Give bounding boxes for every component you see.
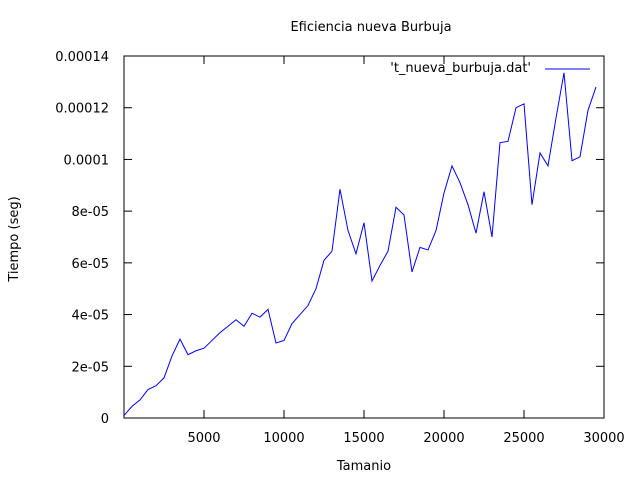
data-point [220, 332, 221, 333]
data-point [492, 237, 493, 238]
data-point [396, 207, 397, 208]
plot-frame [123, 55, 605, 419]
data-point [484, 191, 485, 192]
data-point [468, 204, 469, 205]
x-tick-label: 15000 [343, 431, 384, 446]
data-point [356, 253, 357, 254]
data-point [388, 251, 389, 252]
data-point [316, 288, 317, 289]
data-point [460, 182, 461, 183]
data-point [444, 193, 445, 194]
legend: 't_nueva_burbuja.dat' [390, 61, 590, 76]
data-point [500, 142, 501, 143]
chart-title: Eficiencia nueva Burbuja [290, 20, 451, 35]
data-point [548, 165, 549, 166]
data-point [564, 72, 565, 73]
data-point [164, 377, 165, 378]
y-tick-label: 0.00012 [55, 102, 109, 117]
data-point [212, 340, 213, 341]
data-point [292, 323, 293, 324]
data-point [156, 385, 157, 386]
data-point [132, 406, 133, 407]
data-point [580, 156, 581, 157]
x-tick-label: 30000 [583, 431, 624, 446]
data-point [300, 314, 301, 315]
y-tick-label: 0 [101, 412, 109, 427]
data-point [508, 141, 509, 142]
series-line [123, 72, 597, 416]
data-point [252, 313, 253, 314]
data-point [380, 265, 381, 266]
data-point [180, 339, 181, 340]
data-point [124, 415, 125, 416]
y-tick-label: 2e-05 [71, 360, 109, 375]
data-point [364, 222, 365, 223]
y-axis-label: Tiempo (seg) [7, 196, 22, 282]
data-point [452, 165, 453, 166]
data-point [284, 340, 285, 341]
data-point [436, 230, 437, 231]
y-tick-label: 8e-05 [71, 205, 109, 220]
data-point [372, 280, 373, 281]
axis-ticks [124, 55, 605, 419]
data-point [524, 103, 525, 104]
data-point [244, 326, 245, 327]
y-tick-label: 0.0001 [64, 153, 110, 168]
data-point [516, 107, 517, 108]
data-point [324, 260, 325, 261]
data-point [236, 319, 237, 320]
data-point [332, 251, 333, 252]
data-point [268, 309, 269, 310]
data-point [172, 355, 173, 356]
data-point [588, 110, 589, 111]
data-point [340, 189, 341, 190]
data-point [572, 160, 573, 161]
x-tick-label: 5000 [187, 431, 220, 446]
data-point [348, 230, 349, 231]
data-point [540, 152, 541, 153]
x-tick-label: 10000 [263, 431, 304, 446]
axis-tick-labels: 0 2e-05 4e-05 6e-05 8e-05 0.0001 0.00012 0.0001… [55, 50, 624, 446]
data-point [228, 326, 229, 327]
y-tick-label: 6e-05 [71, 257, 109, 272]
data-point [412, 271, 413, 272]
data-point [204, 348, 205, 349]
data-point [140, 399, 141, 400]
data-point [428, 249, 429, 250]
series-layer [123, 72, 597, 416]
data-point [188, 354, 189, 355]
data-point [476, 233, 477, 234]
data-point [148, 389, 149, 390]
x-tick-label: 25000 [503, 431, 544, 446]
y-tick-label: 0.00014 [55, 50, 109, 65]
data-point [404, 215, 405, 216]
x-axis-label: Tamanio [336, 459, 391, 474]
data-point [596, 87, 597, 88]
data-point [532, 204, 533, 205]
data-point [420, 247, 421, 248]
y-tick-label: 4e-05 [71, 309, 109, 324]
data-point [556, 118, 557, 119]
data-point [276, 343, 277, 344]
data-point [196, 350, 197, 351]
legend-label: 't_nueva_burbuja.dat' [390, 61, 531, 76]
x-tick-label: 20000 [423, 431, 464, 446]
data-point [260, 317, 261, 318]
data-point [308, 305, 309, 306]
